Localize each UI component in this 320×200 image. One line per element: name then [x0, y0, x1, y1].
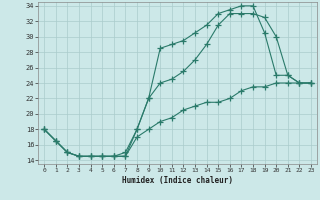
X-axis label: Humidex (Indice chaleur): Humidex (Indice chaleur)	[122, 176, 233, 185]
